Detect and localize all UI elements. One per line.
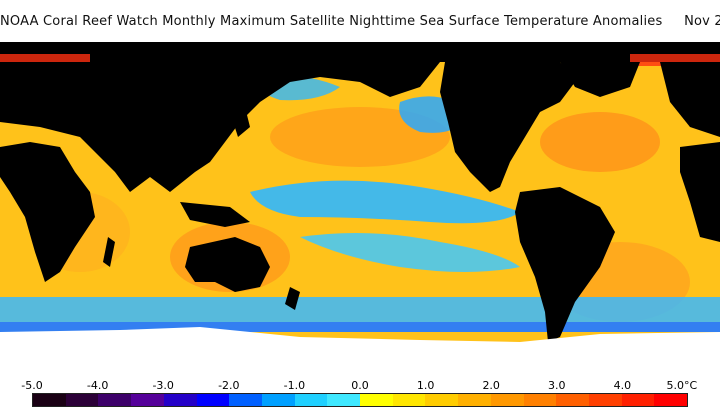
colorbar-swatch — [327, 394, 361, 406]
colorbar-swatch — [98, 394, 132, 406]
eurasia — [0, 62, 440, 192]
colorbar-labels: -5.0 -4.0 -3.0 -2.0 -1.0 0.0 1.0 2.0 3.0 4.0 5.0°C — [0, 379, 720, 393]
africa-east — [680, 142, 720, 242]
australia — [185, 237, 270, 292]
colorbar-swatch — [261, 394, 295, 406]
colorbar-swatch — [458, 394, 491, 406]
madagascar — [103, 237, 115, 267]
cold-anomaly-band — [300, 233, 520, 272]
europe-east — [660, 62, 720, 137]
colorbar — [32, 393, 688, 407]
colorbar-tick-label: -5.0 — [21, 379, 43, 392]
colorbar-swatch — [360, 394, 393, 406]
colorbar-swatch — [196, 394, 230, 406]
colorbar-swatch — [523, 394, 557, 406]
colorbar-swatch — [131, 394, 164, 406]
colorbar-tick-label: -1.0 — [283, 379, 306, 392]
colorbar-tick-label: 5.0°C — [666, 379, 698, 392]
colorbar-swatch — [425, 394, 459, 406]
arctic-band — [0, 42, 720, 62]
warm-anomaly-patch — [540, 112, 660, 172]
colorbar-tick-label: 3.0 — [548, 379, 566, 392]
africa — [0, 142, 95, 282]
colorbar-swatch — [33, 394, 66, 406]
japan — [230, 107, 250, 137]
colorbar-tick-label: 2.0 — [482, 379, 500, 392]
colorbar-swatch — [588, 394, 622, 406]
colorbar-swatch — [294, 394, 328, 406]
colorbar-swatch — [621, 394, 655, 406]
colorbar-swatch — [654, 394, 688, 406]
cold-anomaly-band — [250, 180, 520, 224]
maritime-continent — [180, 202, 250, 227]
colorbar-tick-label: 4.0 — [613, 379, 632, 392]
colorbar-tick-label: -3.0 — [152, 379, 174, 392]
colorbar-swatch — [163, 394, 197, 406]
colorbar-tick-label: 1.0 — [416, 379, 435, 392]
colorbar-tick-label: -2.0 — [218, 379, 240, 392]
colorbar-swatch — [65, 394, 99, 406]
south-america — [515, 187, 615, 342]
new-zealand — [285, 287, 300, 310]
southern-ocean-deep — [0, 322, 720, 332]
antarctica — [0, 327, 720, 371]
colorbar-tick-label: -4.0 — [86, 379, 109, 392]
greenland — [560, 62, 640, 97]
sst-anomaly-map — [0, 42, 720, 371]
colorbar-swatch — [490, 394, 524, 406]
north-america — [440, 62, 575, 192]
colorbar-tick-label: 0.0 — [351, 379, 369, 392]
colorbar-swatch — [556, 394, 589, 406]
colorbar-swatch — [229, 394, 262, 406]
map-title: NOAA Coral Reef Watch Monthly Maximum Sa… — [0, 14, 720, 29]
colorbar-swatch — [392, 394, 426, 406]
colorbar-unit: °C — [684, 379, 698, 392]
